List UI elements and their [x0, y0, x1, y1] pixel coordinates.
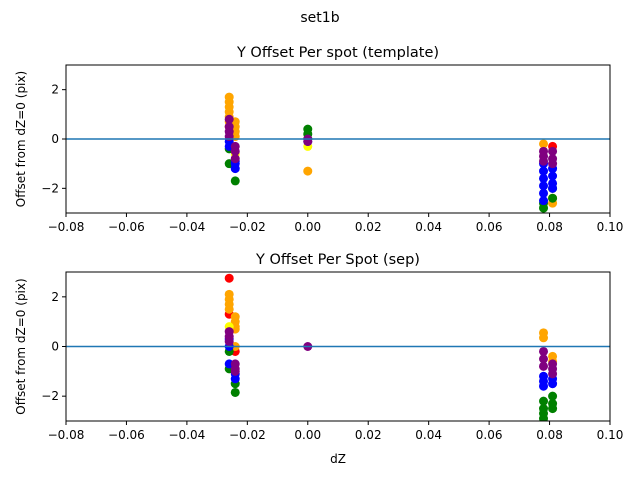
- x-tick-label: −0.04: [168, 428, 205, 442]
- data-point-blue: [539, 166, 549, 176]
- x-tick-label: −0.08: [48, 428, 85, 442]
- data-point-green: [539, 396, 549, 406]
- y-tick-label: 2: [51, 290, 59, 304]
- x-tick-label: 0.10: [597, 428, 624, 442]
- data-point-green: [548, 193, 558, 203]
- data-point-blue: [539, 381, 549, 391]
- data-point-blue: [548, 183, 558, 193]
- x-tick-label: 0.10: [597, 220, 624, 234]
- data-point-blue: [548, 171, 558, 181]
- axes-frame: [65, 271, 611, 422]
- plot-area: [66, 92, 610, 213]
- data-point-blue: [539, 196, 549, 206]
- x-tick-label: 0.02: [355, 428, 382, 442]
- x-tick-label: 0.06: [476, 428, 503, 442]
- data-point-orange: [224, 304, 234, 314]
- data-point-green: [548, 404, 558, 414]
- data-point-orange: [539, 139, 549, 149]
- x-tick-label: −0.04: [168, 220, 205, 234]
- y-axis-label: Offset from dZ=0 (pix): [14, 278, 28, 414]
- data-point-purple: [224, 114, 234, 124]
- y-axis-label: Offset from dZ=0 (pix): [14, 71, 28, 207]
- x-tick-label: 0.04: [415, 428, 442, 442]
- data-point-green: [230, 387, 240, 397]
- data-point-purple: [230, 366, 240, 376]
- data-point-purple: [539, 354, 549, 364]
- data-point-blue: [548, 379, 558, 389]
- data-point-purple: [539, 361, 549, 371]
- plot-area: [66, 273, 610, 421]
- axes-frame: [65, 64, 611, 214]
- subplot-2: Y Offset Per Spot (sep) −0.08 −0.06 −0.04 −0…: [14, 252, 623, 466]
- x-tick-label: 0.04: [415, 220, 442, 234]
- data-point-blue: [539, 181, 549, 191]
- data-point-blue: [230, 164, 240, 174]
- x-tick-label: 0.08: [536, 428, 563, 442]
- x-tick-label: 0.02: [355, 220, 382, 234]
- data-point-green: [230, 176, 240, 186]
- data-point-orange: [539, 333, 549, 343]
- x-tick-label: 0.06: [476, 220, 503, 234]
- data-point-purple: [548, 159, 558, 169]
- y-tick-label: 2: [51, 83, 59, 97]
- data-point-purple: [224, 337, 234, 347]
- x-tick-label: 0.00: [294, 428, 321, 442]
- data-point-purple: [230, 146, 240, 156]
- data-point-blue: [539, 173, 549, 183]
- data-point-purple: [230, 154, 240, 164]
- data-point-blue: [230, 374, 240, 384]
- subplot-title: Y Offset Per Spot (sep): [255, 252, 420, 268]
- x-tick-label: 0.08: [536, 220, 563, 234]
- subplot-1: Y Offset Per spot (template) −0.08 −0.06 −0…: [14, 45, 623, 234]
- x-axis-label: dZ: [330, 452, 346, 466]
- x-tick-label: −0.02: [229, 428, 266, 442]
- data-point-blue: [539, 188, 549, 198]
- x-tick-label: −0.06: [108, 220, 145, 234]
- data-point-orange: [303, 166, 313, 176]
- data-point-purple: [539, 346, 549, 356]
- x-tick-label: −0.02: [229, 220, 266, 234]
- data-point-green: [539, 414, 549, 421]
- y-tick-label: 0: [51, 132, 59, 146]
- data-point-red: [224, 273, 234, 283]
- x-tick-label: −0.06: [108, 428, 145, 442]
- subplot-title: Y Offset Per spot (template): [236, 45, 439, 61]
- data-point-green: [548, 391, 558, 401]
- data-point-purple: [548, 146, 558, 156]
- x-tick-label: −0.08: [48, 220, 85, 234]
- y-tick-label: 0: [51, 340, 59, 354]
- data-point-purple: [548, 369, 558, 379]
- data-point-purple: [539, 156, 549, 166]
- y-tick-label: −2: [41, 181, 59, 195]
- x-tick-label: 0.00: [294, 220, 321, 234]
- y-tick-label: −2: [41, 389, 59, 403]
- figure-suptitle: set1b: [300, 10, 339, 26]
